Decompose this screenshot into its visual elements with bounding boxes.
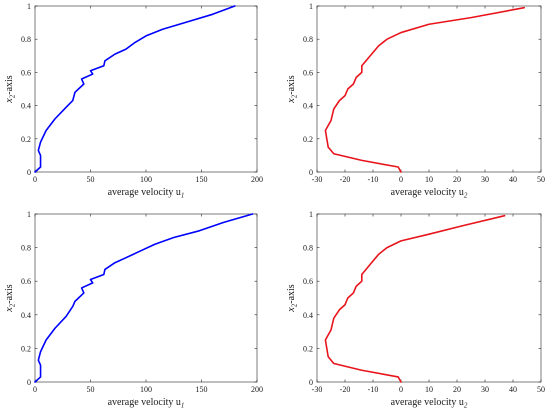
x-tick-label: 40 <box>509 175 517 184</box>
x-tick-label: 50 <box>87 175 95 184</box>
x-tick-label: 10 <box>425 385 433 394</box>
y-axis-label-var: x <box>286 307 297 313</box>
y-tick-label: 0.8 <box>21 35 31 44</box>
x-tick-label: -10 <box>368 385 379 394</box>
y-axis-label-suffix: -axis <box>286 75 297 95</box>
x-axis-label: average velocity u2 <box>391 397 468 409</box>
x-axis-label-text: average velocity u <box>391 187 464 198</box>
plot-frame <box>316 5 542 173</box>
x-tick-label: 50 <box>537 175 545 184</box>
x-tick-label: 0 <box>33 175 37 184</box>
x-tick-label: 0 <box>33 385 37 394</box>
x-tick-label: -20 <box>340 175 351 184</box>
y-tick-label: 1 <box>27 2 31 11</box>
y-tick-label: 0.6 <box>21 277 31 286</box>
y-tick-label: 0.4 <box>21 311 31 320</box>
x-tick-label: -30 <box>312 385 323 394</box>
x-tick-label: 150 <box>196 175 208 184</box>
x-axis-label-subscript: 1 <box>181 402 185 409</box>
x-axis-label: average velocity u1 <box>108 397 185 409</box>
x-axis-label-subscript: 1 <box>181 192 185 200</box>
y-axis-label: x2-axis <box>286 284 299 313</box>
y-tick-label: 0 <box>309 378 313 387</box>
x-tick-label: 20 <box>453 385 461 394</box>
x-tick-label: 50 <box>87 385 95 394</box>
y-axis-label: x2-axis <box>286 75 299 104</box>
x-axis-label-subscript: 2 <box>464 192 468 200</box>
y-axis-label-subscript: 2 <box>291 94 299 98</box>
y-axis-label-subscript: 2 <box>9 94 17 98</box>
plot-frame <box>316 213 542 383</box>
x-tick-label: 100 <box>140 385 152 394</box>
y-tick-label: 0.6 <box>303 68 313 77</box>
x-tick-label: 10 <box>425 175 433 184</box>
x-tick-label: 30 <box>481 175 489 184</box>
x-tick-label: 150 <box>196 385 208 394</box>
chart-panel-2: -30 -20 -10 0 10 20 30 40 50 0 0.2 0.4 0.6 0.8 1 averag… <box>286 2 545 200</box>
x-axis-label-subscript: 2 <box>464 402 468 409</box>
x-tick-label: 20 <box>453 175 461 184</box>
y-tick-label: 0.8 <box>21 244 31 253</box>
y-axis-label: x2-axis <box>4 284 17 313</box>
series-line <box>34 5 236 173</box>
x-axis-label: average velocity u1 <box>108 187 185 200</box>
y-tick-label: 0.8 <box>303 35 313 44</box>
y-axis-label-suffix: -axis <box>4 75 15 95</box>
y-tick-label: 0 <box>309 168 313 177</box>
x-axis-label-text: average velocity u <box>391 397 464 408</box>
y-axis-label-var: x <box>4 307 15 313</box>
x-tick-label: 200 <box>251 175 263 184</box>
y-tick-label: 1 <box>309 2 313 11</box>
y-axis-label: x2-axis <box>4 75 17 104</box>
y-axis-label-suffix: -axis <box>4 284 15 304</box>
x-tick-label: -10 <box>368 175 379 184</box>
y-axis-label-suffix: -axis <box>286 284 297 304</box>
x-tick-label: 200 <box>251 385 263 394</box>
chart-panel-4: -30 -20 -10 0 10 20 30 40 50 0 0.2 0.4 0.6 0.8 1 averag… <box>286 210 545 409</box>
x-axis-label-text: average velocity u <box>108 187 181 198</box>
x-axis-label: average velocity u2 <box>391 187 468 200</box>
x-tick-label: 40 <box>509 385 517 394</box>
series-line <box>324 214 506 383</box>
y-tick-label: 0.2 <box>21 135 31 144</box>
y-axis-label-var: x <box>4 98 15 104</box>
y-tick-label: 1 <box>27 210 31 219</box>
y-tick-label: 0.4 <box>303 102 313 111</box>
series-line <box>324 6 525 173</box>
y-tick-label: 0.6 <box>21 68 31 77</box>
y-tick-label: 0.4 <box>21 102 31 111</box>
y-tick-label: 0 <box>27 168 31 177</box>
y-axis-label-var: x <box>286 98 297 104</box>
x-tick-label: 0 <box>399 385 403 394</box>
x-tick-label: 50 <box>537 385 545 394</box>
x-axis-label-text: average velocity u <box>108 397 181 408</box>
y-axis-label-subscript: 2 <box>291 303 299 307</box>
x-tick-label: 0 <box>399 175 403 184</box>
x-tick-label: -20 <box>340 385 351 394</box>
y-tick-label: 0 <box>27 378 31 387</box>
plot-frame <box>34 5 258 173</box>
y-tick-label: 0.2 <box>303 344 313 353</box>
x-tick-label: -30 <box>312 175 323 184</box>
plot-frame <box>34 213 258 383</box>
x-tick-label: 30 <box>481 385 489 394</box>
y-tick-label: 0.2 <box>303 135 313 144</box>
y-tick-label: 0.2 <box>21 344 31 353</box>
y-tick-label: 1 <box>309 210 313 219</box>
series-line <box>34 213 254 383</box>
x-tick-label: 100 <box>140 175 152 184</box>
y-tick-label: 0.8 <box>303 244 313 253</box>
y-tick-label: 0.4 <box>303 311 313 320</box>
y-axis-label-subscript: 2 <box>9 303 17 307</box>
y-tick-label: 0.6 <box>303 277 313 286</box>
